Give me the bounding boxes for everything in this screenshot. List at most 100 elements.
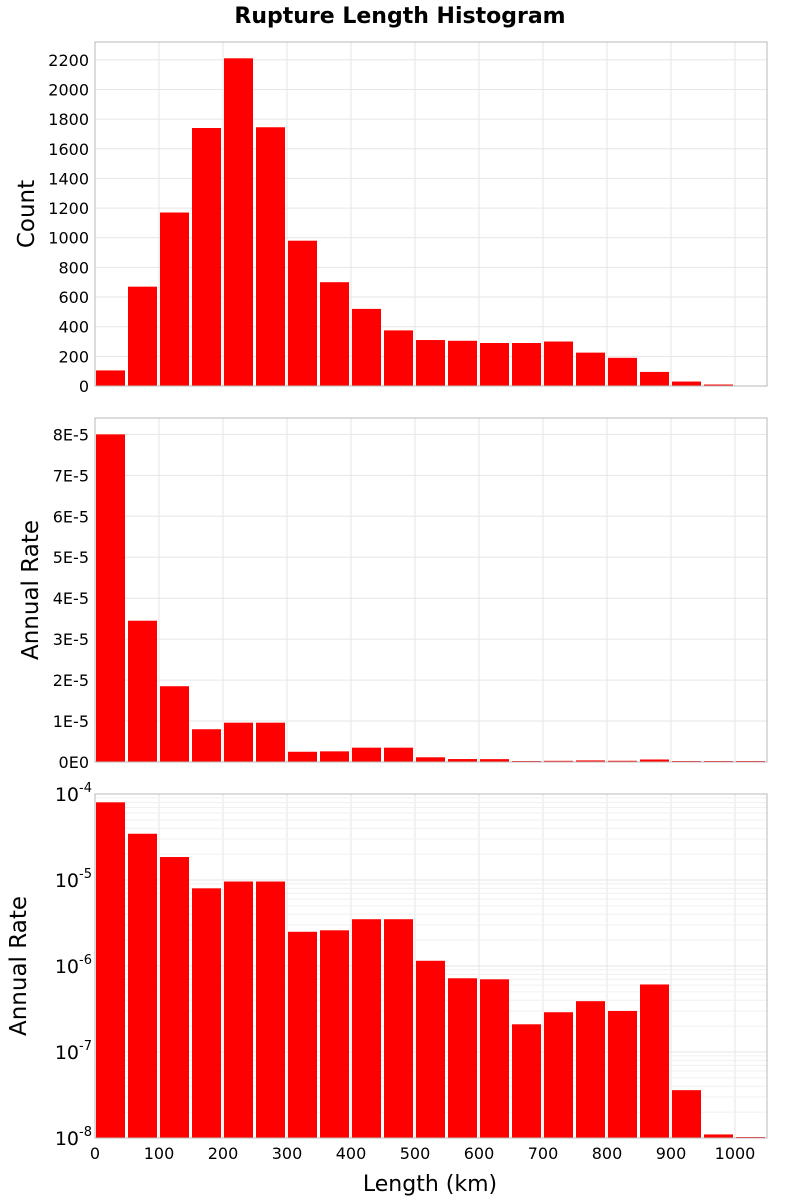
bar — [608, 357, 637, 386]
y-tick-exponent: -6 — [79, 953, 92, 968]
bar — [608, 760, 637, 762]
y-tick-label: 2000 — [48, 80, 89, 99]
y-tick-label: 10 — [55, 870, 79, 892]
bar — [448, 340, 477, 386]
bar — [480, 759, 509, 762]
y-tick-label: 0 — [79, 377, 89, 396]
panel-2: 0E0 1E-5 2E-5 3E-5 4E-5 5E-5 6E-5 7E-5 8E-5 Annua… — [18, 417, 768, 772]
y-tick-label: 1200 — [48, 199, 89, 218]
y-tick-label: 10 — [55, 1128, 79, 1150]
bar — [704, 1134, 733, 1138]
y-tick-exponent: -5 — [79, 867, 92, 882]
x-tick-label: 0 — [90, 1144, 100, 1163]
bar — [384, 330, 413, 386]
bar — [96, 434, 125, 762]
x-tick-label: 900 — [656, 1144, 687, 1163]
bar — [192, 729, 221, 762]
y-tick-label: 10 — [55, 1042, 79, 1064]
bar — [480, 343, 509, 386]
bar — [320, 282, 349, 386]
y-tick-exponent: -4 — [79, 781, 92, 796]
x-tick-label: 500 — [400, 1144, 431, 1163]
bars — [96, 802, 765, 1138]
bar — [288, 751, 317, 762]
bar — [704, 384, 733, 386]
y-axis-label: Count — [14, 180, 40, 248]
bar — [96, 370, 125, 386]
bar — [160, 212, 189, 386]
bar — [448, 978, 477, 1138]
histogram-panels: 0200400600800100012001400160018002000220… — [6, 41, 768, 1163]
y-tick-label: 1400 — [48, 169, 89, 188]
bar — [160, 857, 189, 1138]
bar — [576, 352, 605, 386]
y-tick-label: 400 — [58, 318, 89, 337]
bar — [576, 760, 605, 762]
y-tick-label: 600 — [58, 288, 89, 307]
bar — [672, 1090, 701, 1138]
y-tick-label: 800 — [58, 258, 89, 277]
y-tick-exponent: -7 — [79, 1039, 92, 1054]
y-tick-label: 2E-5 — [53, 671, 89, 690]
bar — [192, 128, 221, 386]
bar — [288, 240, 317, 386]
x-tick-labels: 0 100 200 300 400 500 600 700 800 900 1000 — [90, 1144, 755, 1163]
gridlines — [94, 418, 767, 763]
bar — [288, 931, 317, 1138]
bar — [224, 881, 253, 1138]
bar — [128, 620, 157, 762]
y-tick-label: 4E-5 — [53, 589, 89, 608]
bar — [320, 930, 349, 1138]
panel-1: 0 200 400 600 800 1000 1200 1400 1600 1800 2000 220… — [14, 41, 768, 396]
bar — [416, 960, 445, 1138]
plot-frame — [94, 417, 768, 763]
bar — [128, 286, 157, 386]
bar — [416, 340, 445, 386]
bar — [352, 308, 381, 386]
bar — [256, 127, 285, 387]
y-tick-exponent: -8 — [79, 1125, 92, 1140]
bar — [160, 686, 189, 762]
bar — [384, 747, 413, 762]
bar — [448, 759, 477, 762]
bar — [512, 343, 541, 386]
bar — [576, 1001, 605, 1138]
bar — [320, 751, 349, 762]
y-tick-label: 1800 — [48, 110, 89, 129]
x-tick-label: 600 — [464, 1144, 495, 1163]
y-tick-labels: 0E0 1E-5 2E-5 3E-5 4E-5 5E-5 6E-5 7E-5 8E-5 — [53, 425, 89, 772]
y-tick-label: 1E-5 — [53, 712, 89, 731]
x-tick-label: 100 — [144, 1144, 175, 1163]
y-tick-label: 7E-5 — [53, 466, 89, 485]
bar — [352, 747, 381, 762]
bar — [544, 341, 573, 386]
y-tick-label: 5E-5 — [53, 548, 89, 567]
bar — [256, 722, 285, 762]
y-tick-label: 1000 — [48, 229, 89, 248]
x-tick-label: 400 — [336, 1144, 367, 1163]
y-tick-label: 1600 — [48, 140, 89, 159]
y-tick-label: 8E-5 — [53, 425, 89, 444]
y-tick-label: 10 — [55, 956, 79, 978]
bar — [544, 760, 573, 762]
y-axis-label: Annual Rate — [18, 520, 44, 660]
plot-frame — [94, 41, 768, 387]
bar — [608, 1010, 637, 1138]
bar — [224, 722, 253, 762]
y-tick-label: 200 — [58, 347, 89, 366]
x-axis-label: Length (km) — [363, 1172, 497, 1197]
bars — [96, 58, 733, 387]
bar — [96, 802, 125, 1138]
bar — [640, 759, 669, 762]
bar — [480, 979, 509, 1138]
x-tick-label: 200 — [208, 1144, 239, 1163]
y-tick-label: 6E-5 — [53, 507, 89, 526]
x-tick-label: 800 — [592, 1144, 623, 1163]
y-tick-labels: 10-810-710-610-510-4 — [55, 781, 92, 1150]
bar — [256, 881, 285, 1138]
bar — [192, 888, 221, 1138]
y-tick-label: 0E0 — [59, 753, 89, 772]
x-tick-label: 1000 — [715, 1144, 756, 1163]
bar — [640, 984, 669, 1138]
